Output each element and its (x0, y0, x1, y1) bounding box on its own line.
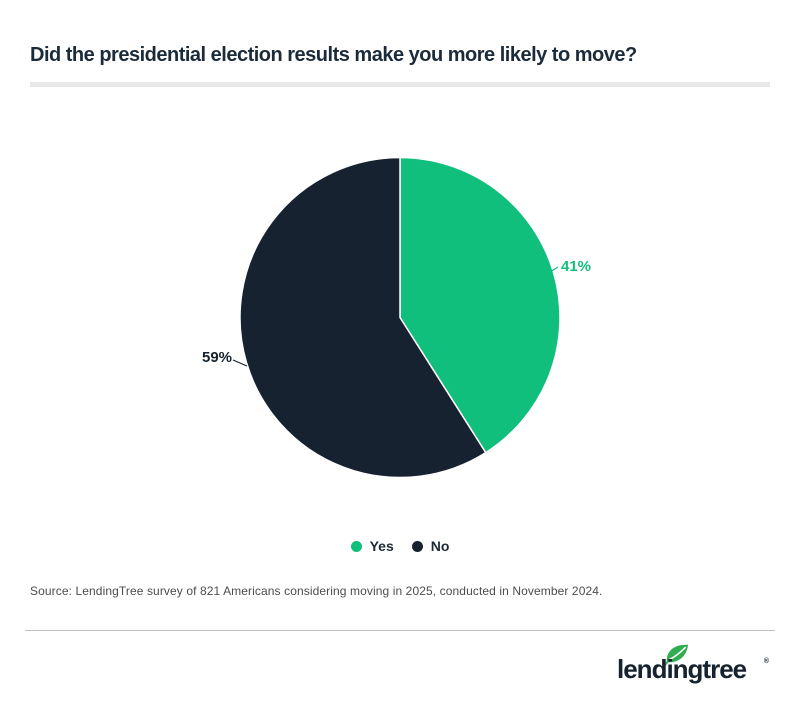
source-note: Source: LendingTree survey of 821 Americ… (30, 584, 603, 598)
pie-slice-yes (399, 156, 561, 454)
legend-swatch-no (411, 540, 423, 552)
chart-title: Did the presidential election results ma… (30, 44, 637, 66)
slice-label-no: 59% (202, 349, 233, 366)
pie-chart (232, 156, 561, 479)
pie-slices (239, 156, 561, 479)
callout-line-yes (544, 266, 559, 276)
leaf-icon (663, 644, 688, 666)
registered-mark-icon: ® (763, 658, 769, 665)
legend-swatch-yes (350, 540, 362, 552)
lendingtree-logo: lendingtree ® (617, 642, 769, 688)
legend-label-no: No (430, 538, 450, 554)
title-divider (30, 82, 770, 87)
legend-item-no: No (411, 538, 450, 554)
legend-item-yes: Yes (350, 538, 394, 554)
slice-label-yes: 41% (561, 258, 592, 275)
legend: Yes No (0, 538, 800, 554)
callout-line-no (232, 359, 248, 367)
legend-label-yes: Yes (369, 538, 394, 554)
footer-divider (25, 630, 775, 631)
logo-text: lendingtree (617, 654, 747, 684)
pie-slice-no (239, 156, 487, 479)
